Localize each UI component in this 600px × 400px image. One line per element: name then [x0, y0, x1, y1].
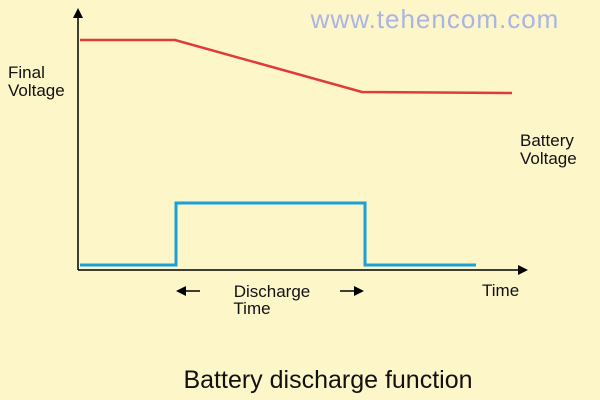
label: Battery [520, 131, 574, 150]
label: Voltage [520, 149, 577, 168]
label: Time [482, 281, 519, 300]
watermark: www.tehencom.com [310, 4, 560, 34]
label: Time [233, 299, 270, 318]
discharge-pulse [80, 201, 476, 267]
battery-voltage-line [80, 38, 513, 95]
label: Final [8, 63, 45, 82]
label: Voltage [8, 81, 65, 100]
caption: Battery discharge function [183, 366, 472, 394]
label: Discharge [234, 282, 311, 301]
